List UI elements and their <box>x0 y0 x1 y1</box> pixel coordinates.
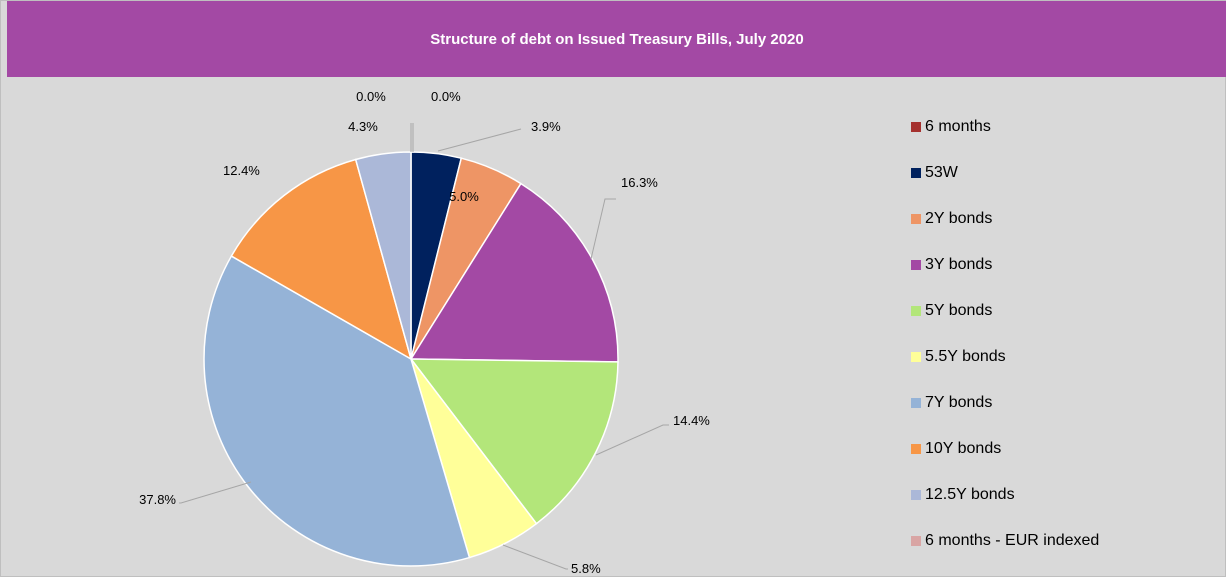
leader-line-5 <box>502 544 568 570</box>
leader-line-4 <box>595 424 669 456</box>
legend-item-1: 53W <box>911 150 1211 196</box>
data-label-2: 5.0% <box>449 189 479 204</box>
data-label-1: 3.9% <box>531 119 561 134</box>
legend-swatch-2 <box>911 214 921 224</box>
legend-item-3: 3Y bonds <box>911 242 1211 288</box>
legend-swatch-3 <box>911 260 921 270</box>
data-label-8: 4.3% <box>348 119 378 134</box>
pie-slice-7 <box>230 158 413 361</box>
data-label-9: 0.0% <box>431 89 461 104</box>
leader-line-3 <box>590 198 616 260</box>
leader-line-1 <box>437 128 522 152</box>
legend-label-4: 5Y bonds <box>925 302 993 319</box>
legend-label-2: 2Y bonds <box>925 210 993 227</box>
legend-swatch-9 <box>911 536 921 546</box>
pie-slices <box>203 151 619 567</box>
legend-swatch-4 <box>911 306 921 316</box>
data-label-4: 14.4% <box>673 413 710 428</box>
data-labels: 0.0% 3.9% 5.0% 16.3% 14.4% 5.8% 37.8% 12.4% 4.3%… <box>139 89 710 576</box>
legend-swatch-0 <box>911 122 921 132</box>
legend-label-3: 3Y bonds <box>925 256 993 273</box>
legend-item-2: 2Y bonds <box>911 196 1211 242</box>
legend-swatch-1 <box>911 168 921 178</box>
legend-label-5: 5.5Y bonds <box>925 348 1006 365</box>
legend-label-6: 7Y bonds <box>925 394 993 411</box>
legend-swatch-8 <box>911 490 921 500</box>
data-label-0: 0.0% <box>356 89 386 104</box>
data-label-3: 16.3% <box>621 175 658 190</box>
legend-item-5: 5.5Y bonds <box>911 334 1211 380</box>
chart-legend: 6 months 53W 2Y bonds 3Y bonds 5Y bonds 5.5Y … <box>911 104 1211 564</box>
legend-item-9: 6 months - EUR indexed <box>911 518 1211 564</box>
pie-chart: 0.0% 3.9% 5.0% 16.3% 14.4% 5.8% 37.8% 12.4% 4.3%… <box>139 89 710 576</box>
legend-item-0: 6 months <box>911 104 1211 150</box>
leader-lines <box>179 123 669 570</box>
chart-header: Structure of debt on Issued Treasury Bil… <box>7 1 1226 77</box>
pie-slice-6 <box>203 255 471 567</box>
data-label-5: 5.8% <box>571 561 601 576</box>
pie-slice-4 <box>409 358 619 525</box>
legend-label-0: 6 months <box>925 118 991 135</box>
legend-swatch-7 <box>911 444 921 454</box>
data-label-7: 12.4% <box>223 163 260 178</box>
legend-label-1: 53W <box>925 164 958 181</box>
legend-item-7: 10Y bonds <box>911 426 1211 472</box>
legend-label-9: 6 months - EUR indexed <box>925 532 1100 549</box>
leader-line-6 <box>179 481 252 504</box>
legend-label-7: 10Y bonds <box>925 440 1002 457</box>
legend-swatch-5 <box>911 352 921 362</box>
legend-item-8: 12.5Y bonds <box>911 472 1211 518</box>
legend-label-8: 12.5Y bonds <box>925 486 1015 503</box>
legend-item-4: 5Y bonds <box>911 288 1211 334</box>
legend-swatch-6 <box>911 398 921 408</box>
legend-item-6: 7Y bonds <box>911 380 1211 426</box>
chart-title: Structure of debt on Issued Treasury Bil… <box>430 30 804 48</box>
data-label-6: 37.8% <box>139 492 176 507</box>
pie-slice-3 <box>409 182 619 363</box>
